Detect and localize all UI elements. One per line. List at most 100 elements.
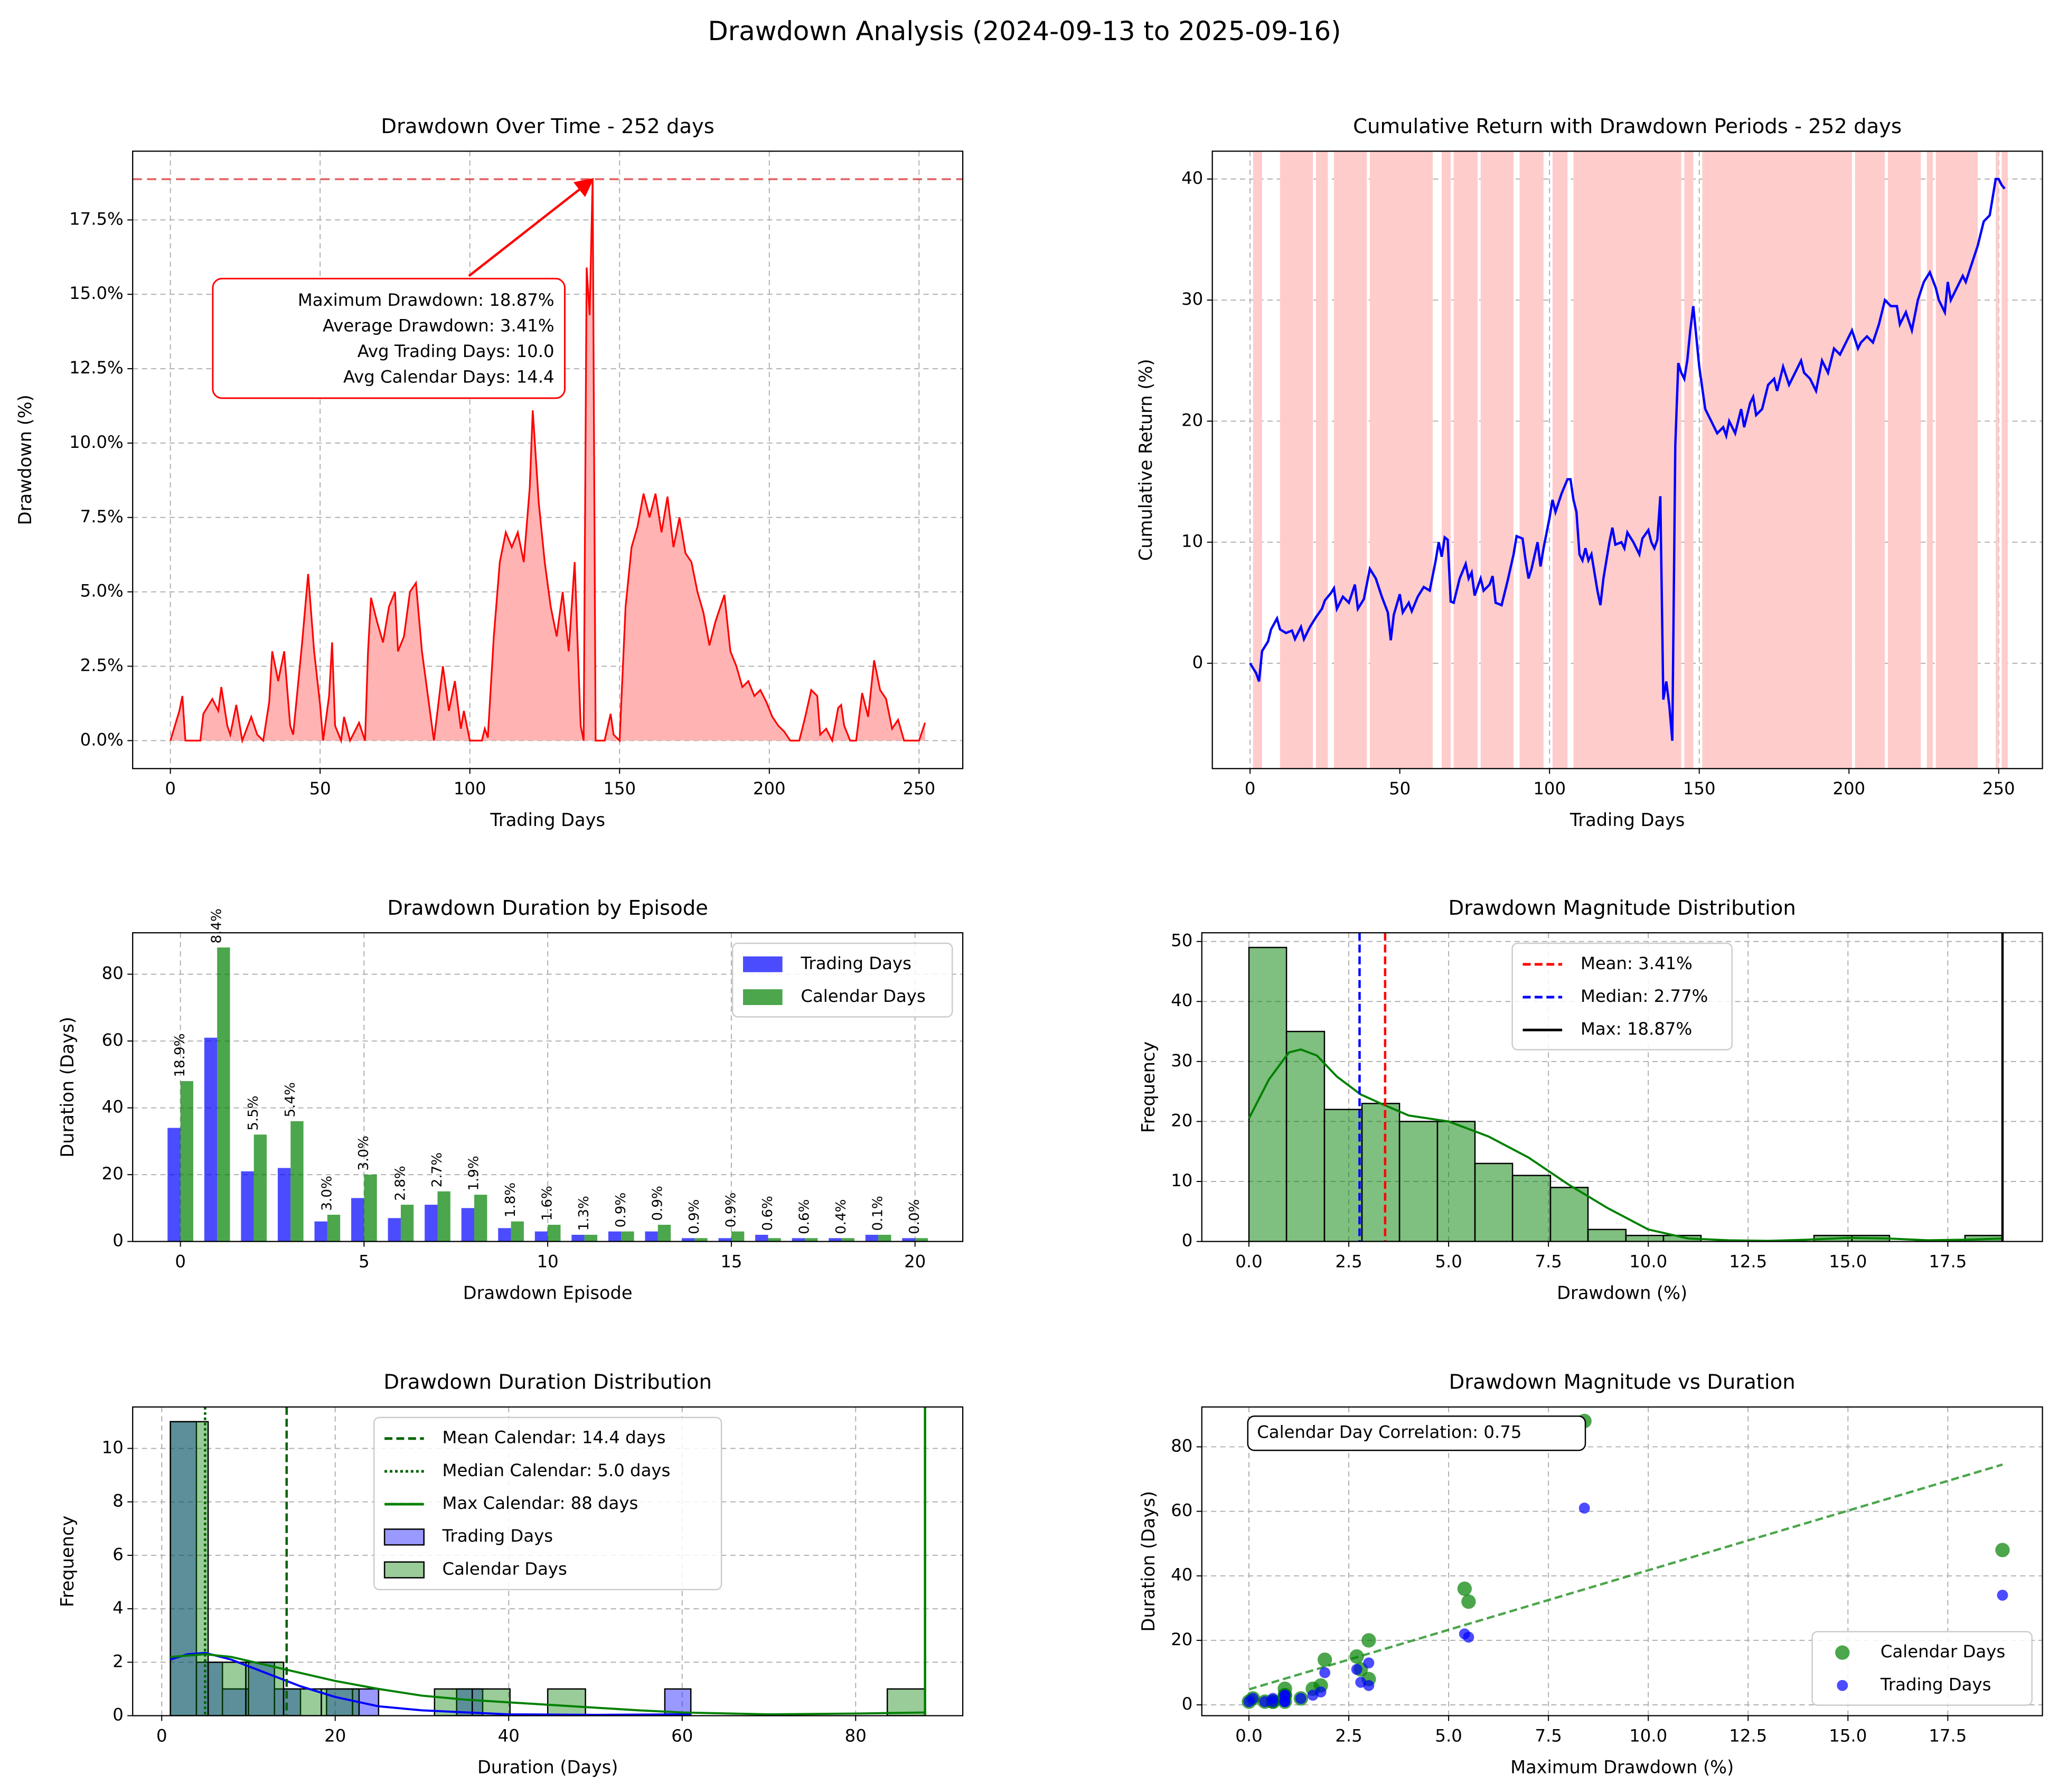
- bar-annotation: 8.4%: [209, 908, 225, 943]
- cumulative-return-line: [1249, 177, 2006, 741]
- x-tick-label: 250: [1982, 778, 2015, 799]
- axes-frame: [132, 932, 964, 1242]
- bar-annotation: 1.3%: [576, 1196, 592, 1231]
- scatter-point: [1995, 1543, 2010, 1558]
- histogram-bar: [195, 1662, 223, 1716]
- drawdown-period: [2001, 151, 2008, 769]
- y-tick-label: 0: [1182, 1231, 1193, 1251]
- histogram-bar: [1248, 946, 1287, 1242]
- drawdown-period: [1253, 151, 1262, 769]
- bar: [865, 1234, 879, 1242]
- subplot: 0.0 2.5 5.0 7.5 10.0 12.5 15.0 17.5 0 20 40 60 80 Cal…: [1138, 1371, 2043, 1777]
- scatter-point: [1259, 1696, 1271, 1707]
- drawdown-period: [1855, 151, 1885, 769]
- histogram-bar: [1625, 1235, 1665, 1242]
- scatter-point: [1461, 1594, 1476, 1609]
- drawdown-period: [1453, 151, 1478, 769]
- drawdown-period: [1346, 151, 1367, 769]
- bar: [645, 1231, 658, 1242]
- annotation-text: Maximum Drawdown: 18.87%: [298, 290, 554, 310]
- x-tick-label: 10.0: [1629, 1725, 1667, 1746]
- bar: [841, 1238, 854, 1242]
- histogram-bar: [1398, 1121, 1439, 1242]
- drawdown-period: [1684, 151, 1694, 769]
- y-axis-label: Duration (Days): [57, 1017, 78, 1157]
- bar-annotation: 5.4%: [283, 1082, 298, 1117]
- y-axis-label: Frequency: [57, 1516, 78, 1607]
- x-tick-label: 12.5: [1729, 1725, 1767, 1746]
- bar-annotation: 0.4%: [833, 1199, 849, 1234]
- legend-label: Trading Days: [1880, 1674, 1991, 1694]
- y-tick-label: 20: [1171, 1110, 1192, 1130]
- drawdown-period: [1702, 151, 1852, 769]
- y-tick-label: 60: [1171, 1500, 1192, 1521]
- x-tick-label: 5: [359, 1251, 370, 1271]
- histogram-bar: [1549, 1187, 1589, 1242]
- legend-swatch: [1835, 1645, 1850, 1660]
- scatter-point: [1459, 1628, 1470, 1640]
- plot-area: [133, 1407, 963, 1716]
- x-tick-label: 17.5: [1929, 1251, 1967, 1271]
- bar: [277, 1168, 291, 1242]
- histogram-bar: [886, 1688, 926, 1716]
- subplot: 0 20 40 60 80 0 2 4 6 8 10 Drawdown Duration Distri…: [57, 1371, 964, 1777]
- y-tick-label: 20: [1181, 410, 1203, 430]
- y-tick-label: 10: [1171, 1170, 1192, 1190]
- y-tick-label: 2.5%: [80, 655, 124, 675]
- x-tick-label: 20: [904, 1251, 926, 1271]
- y-tick-label: 50: [1171, 931, 1192, 951]
- legend-label: Max: 18.87%: [1581, 1019, 1692, 1039]
- y-axis-label: Cumulative Return (%): [1135, 359, 1156, 561]
- bar-annotation: 1.6%: [540, 1186, 556, 1221]
- y-tick-label: 80: [102, 963, 124, 983]
- legend: Calendar Days Trading Days: [1811, 1631, 2033, 1706]
- x-axis-label: Duration (Days): [477, 1757, 618, 1777]
- drawdown-period: [1315, 151, 1328, 769]
- subplot-title: Cumulative Return with Drawdown Periods …: [1353, 115, 1902, 138]
- bar-annotation: 1.8%: [503, 1183, 519, 1217]
- y-tick-label: 2: [112, 1651, 124, 1671]
- histogram-bar: [1361, 1103, 1401, 1242]
- bar-annotation: 5.5%: [246, 1095, 261, 1130]
- x-axis-label: Trading Days: [490, 810, 605, 830]
- axes-frame: [1211, 151, 2043, 770]
- x-tick-label: 15.0: [1829, 1251, 1867, 1271]
- scatter-point: [1351, 1664, 1362, 1675]
- bar: [511, 1221, 524, 1242]
- annotation-text: Avg Trading Days: 10.0: [358, 341, 554, 361]
- legend-swatch: [383, 1561, 425, 1579]
- subplot-title: Drawdown Duration Distribution: [383, 1371, 711, 1394]
- x-tick-label: 15.0: [1829, 1725, 1867, 1746]
- bar: [217, 947, 230, 1242]
- x-tick-label: 10: [537, 1251, 559, 1271]
- x-tick-label: 10.0: [1629, 1251, 1667, 1271]
- y-tick-label: 0.0%: [80, 729, 124, 749]
- bar-annotation: 3.0%: [356, 1136, 372, 1170]
- legend-label: Mean: 3.41%: [1581, 953, 1693, 973]
- y-tick-label: 40: [1181, 168, 1203, 188]
- x-tick-label: 80: [845, 1725, 867, 1746]
- bar: [902, 1238, 915, 1242]
- x-tick-label: 150: [603, 778, 636, 799]
- axes-frame: [1201, 932, 2043, 1242]
- histogram-bar: [321, 1688, 360, 1716]
- y-tick-label: 60: [102, 1030, 124, 1050]
- x-tick-label: 5.0: [1435, 1725, 1462, 1746]
- scatter-point: [1243, 1696, 1255, 1707]
- x-tick-label: 100: [1533, 778, 1566, 799]
- plot-area: [133, 933, 963, 1242]
- scatter-point: [1578, 1503, 1590, 1514]
- scatter-point: [1355, 1676, 1367, 1688]
- histogram-bar: [1285, 1030, 1326, 1242]
- x-tick-label: 12.5: [1729, 1251, 1767, 1271]
- x-tick-label: 0: [1245, 778, 1256, 799]
- legend-box: [1811, 1631, 2033, 1706]
- kde-line: [170, 1652, 691, 1716]
- y-tick-label: 15.0%: [69, 283, 124, 303]
- x-tick-label: 40: [498, 1725, 520, 1746]
- bar-annotation: 0.0%: [907, 1199, 923, 1234]
- bar: [180, 1081, 193, 1242]
- drawdown-period: [1333, 151, 1346, 769]
- histogram-bar: [1474, 1162, 1514, 1242]
